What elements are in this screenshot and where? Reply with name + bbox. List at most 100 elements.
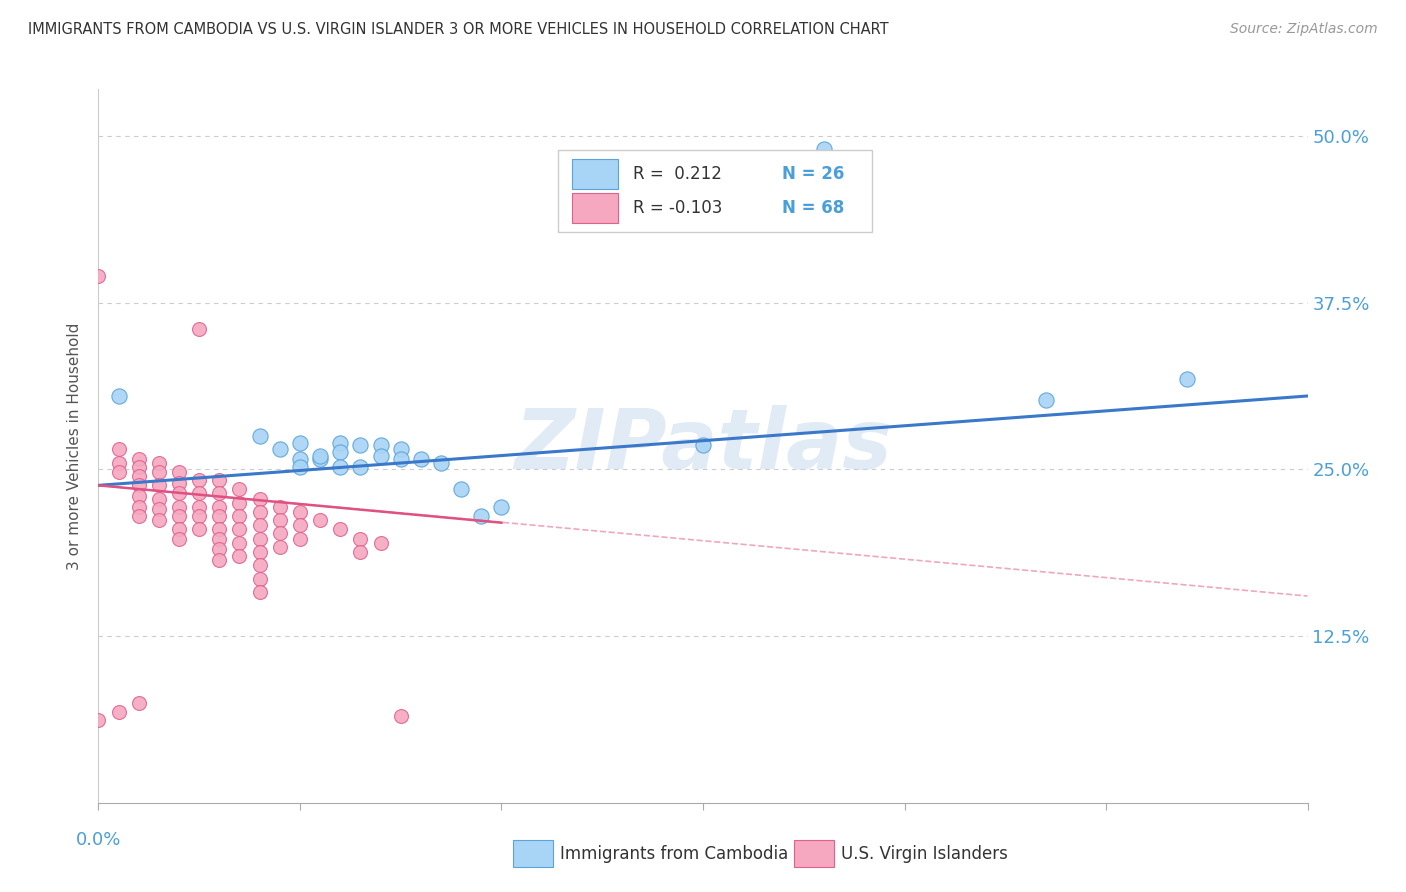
Point	[167, 522, 190, 536]
Point	[208, 500, 231, 514]
Point	[228, 496, 250, 510]
Text: N = 68: N = 68	[782, 200, 844, 218]
Point	[208, 473, 231, 487]
Point	[1035, 392, 1057, 407]
Point	[329, 459, 352, 474]
Point	[188, 322, 211, 336]
Point	[329, 522, 352, 536]
Point	[269, 500, 291, 514]
Point	[430, 456, 453, 470]
Point	[208, 542, 231, 557]
Point	[470, 509, 492, 524]
Point	[288, 532, 311, 546]
Point	[107, 389, 129, 403]
Point	[188, 486, 211, 500]
Point	[269, 526, 291, 541]
Point	[128, 469, 150, 483]
Point	[167, 475, 190, 490]
Point	[167, 532, 190, 546]
Point	[128, 489, 150, 503]
Point	[128, 459, 150, 474]
Point	[249, 518, 271, 533]
Point	[148, 456, 170, 470]
Point	[249, 545, 271, 559]
Point	[208, 532, 231, 546]
Point	[167, 465, 190, 479]
FancyBboxPatch shape	[558, 150, 872, 232]
Point	[87, 268, 110, 283]
Point	[228, 509, 250, 524]
Point	[309, 451, 332, 466]
Point	[249, 505, 271, 519]
Point	[249, 558, 271, 573]
Point	[249, 572, 271, 586]
Point	[87, 713, 110, 727]
Point	[128, 696, 150, 710]
Point	[128, 451, 150, 466]
Point	[329, 445, 352, 459]
Point	[228, 535, 250, 549]
Point	[491, 500, 513, 514]
Point	[389, 451, 412, 466]
Point	[188, 522, 211, 536]
Point	[269, 442, 291, 457]
Point	[228, 483, 250, 497]
Point	[349, 545, 371, 559]
Point	[370, 438, 392, 452]
Point	[349, 459, 371, 474]
Point	[128, 500, 150, 514]
FancyBboxPatch shape	[572, 194, 619, 223]
Point	[228, 549, 250, 563]
Point	[329, 435, 352, 450]
Point	[107, 465, 129, 479]
Point	[188, 509, 211, 524]
Point	[288, 505, 311, 519]
Point	[288, 435, 311, 450]
Point	[188, 500, 211, 514]
Text: U.S. Virgin Islanders: U.S. Virgin Islanders	[841, 845, 1008, 863]
Point	[288, 451, 311, 466]
Point	[107, 442, 129, 457]
Point	[208, 509, 231, 524]
Text: IMMIGRANTS FROM CAMBODIA VS U.S. VIRGIN ISLANDER 3 OR MORE VEHICLES IN HOUSEHOLD: IMMIGRANTS FROM CAMBODIA VS U.S. VIRGIN …	[28, 22, 889, 37]
Point	[269, 513, 291, 527]
Point	[309, 449, 332, 463]
Point	[148, 465, 170, 479]
Point	[167, 500, 190, 514]
Point	[692, 438, 714, 452]
Point	[208, 522, 231, 536]
Point	[288, 518, 311, 533]
Point	[349, 438, 371, 452]
Point	[228, 522, 250, 536]
Point	[148, 513, 170, 527]
Point	[167, 509, 190, 524]
Y-axis label: 3 or more Vehicles in Household: 3 or more Vehicles in Household	[67, 322, 83, 570]
Point	[269, 540, 291, 554]
Point	[249, 532, 271, 546]
Point	[813, 142, 835, 156]
Point	[288, 459, 311, 474]
Point	[370, 449, 392, 463]
Text: 0.0%: 0.0%	[76, 831, 121, 849]
Point	[309, 513, 332, 527]
Point	[128, 509, 150, 524]
Point	[1175, 371, 1198, 385]
FancyBboxPatch shape	[572, 159, 619, 189]
Point	[167, 486, 190, 500]
Point	[128, 478, 150, 492]
Point	[107, 705, 129, 719]
Text: ZIPatlas: ZIPatlas	[515, 406, 891, 486]
Point	[249, 429, 271, 443]
Point	[450, 483, 472, 497]
Point	[389, 709, 412, 723]
Text: N = 26: N = 26	[782, 165, 844, 183]
Point	[389, 442, 412, 457]
Point	[370, 535, 392, 549]
Point	[188, 473, 211, 487]
Point	[409, 451, 432, 466]
Point	[208, 553, 231, 567]
Point	[349, 532, 371, 546]
Text: Immigrants from Cambodia: Immigrants from Cambodia	[560, 845, 787, 863]
Text: R =  0.212: R = 0.212	[633, 165, 721, 183]
Point	[249, 585, 271, 599]
